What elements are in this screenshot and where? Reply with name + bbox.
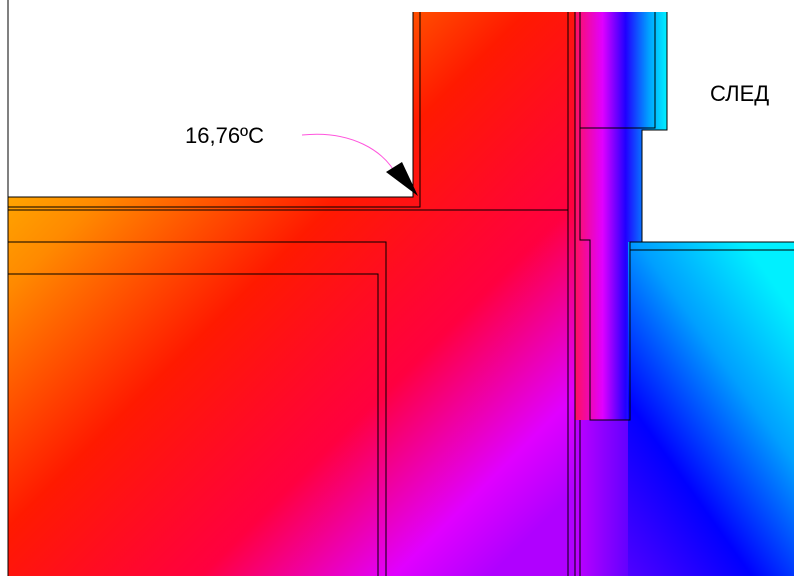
- field: [8, 0, 794, 576]
- arrowhead: [386, 162, 418, 196]
- leader-line: [301, 133, 399, 179]
- side-label: СЛЕД: [710, 81, 769, 106]
- outlines: [7, 0, 794, 576]
- temperature-label: 16,76ºC: [185, 123, 264, 148]
